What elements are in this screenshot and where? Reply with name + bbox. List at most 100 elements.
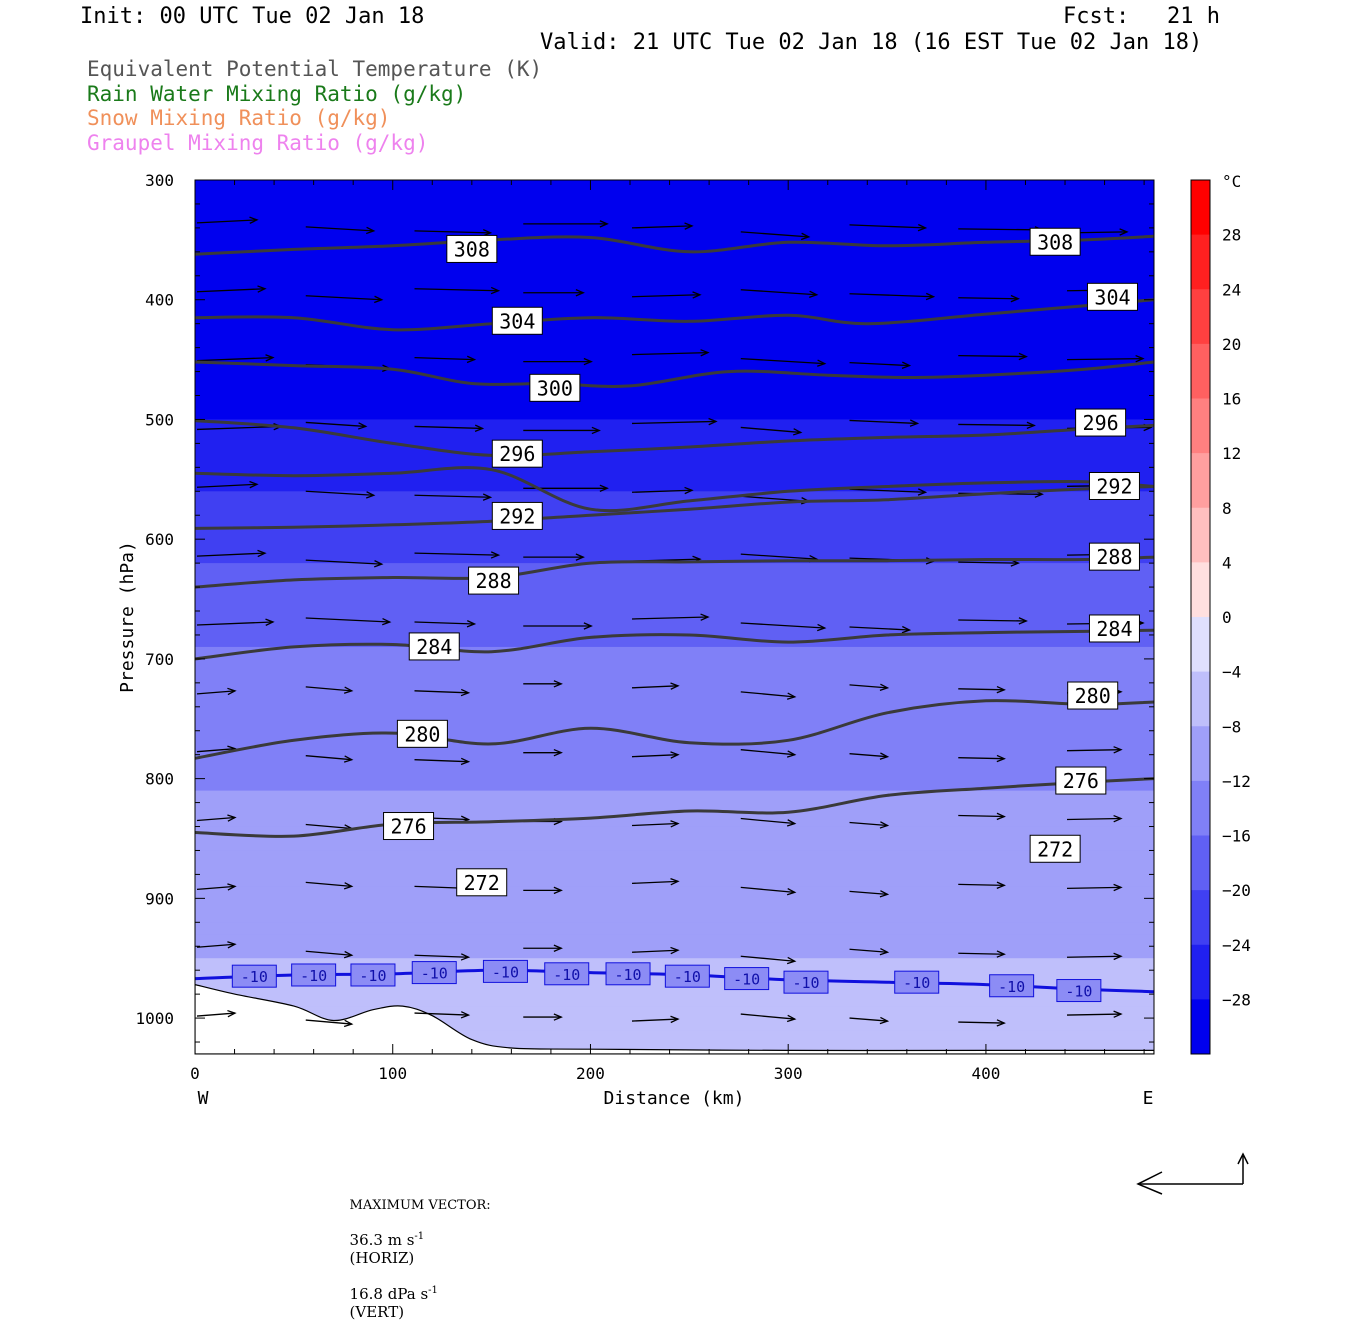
wind-vector-110 xyxy=(414,1012,469,1016)
wind-vector-6 xyxy=(849,224,926,229)
wind-vector-head-94 xyxy=(670,877,680,886)
colorbar-label--8: −8 xyxy=(1222,717,1241,736)
wind-vector-head-10 xyxy=(374,295,384,304)
temp-label-box-6 xyxy=(605,962,651,986)
temperature-fill-band-3 xyxy=(195,215,1154,229)
temp-label-5: -10 xyxy=(553,966,580,984)
colorbar-segment-10 xyxy=(1191,726,1210,782)
theta-e-label-box-292-1 xyxy=(1088,471,1140,500)
wind-vector-head-39 xyxy=(599,484,609,493)
wind-vector-head-33 xyxy=(909,419,920,427)
temperature-fill-band-41 xyxy=(195,670,1154,684)
temperature-fill-band-29 xyxy=(195,527,1154,540)
y-tick-label-400: 400 xyxy=(145,291,174,310)
temp-label-box-2 xyxy=(350,963,396,987)
wind-vector-89 xyxy=(1067,817,1122,821)
max-vector-label: MAXIMUM VECTOR: xyxy=(349,1198,491,1213)
temp-label-4: -10 xyxy=(492,963,519,981)
wind-vector-64 xyxy=(305,686,352,692)
temperature-fill-band-56 xyxy=(195,850,1154,864)
wind-vector-head-56 xyxy=(466,620,477,628)
temperature-fill-band-6 xyxy=(195,251,1154,265)
wind-vector-head-13 xyxy=(692,291,702,299)
wind-vector-head-42 xyxy=(917,488,928,496)
wind-vector-46 xyxy=(305,559,382,565)
theta-e-label-276-1: 276 xyxy=(1063,769,1099,793)
wind-vector-13 xyxy=(631,294,701,298)
colorbar-segment-15 xyxy=(1191,999,1210,1055)
wind-vector-10 xyxy=(305,295,382,301)
wind-vector-head-34 xyxy=(1026,421,1036,430)
theta-e-label-box-288-0 xyxy=(468,566,520,595)
wind-vector-head-37 xyxy=(365,491,376,499)
wind-vector-112 xyxy=(631,1018,679,1022)
field-label-rain: Rain Water Mixing Ratio (g/kg) xyxy=(87,82,467,106)
wind-vector-head-55 xyxy=(382,617,392,626)
theta-e-label-box-304-0 xyxy=(491,306,543,335)
wind-vector-0 xyxy=(196,219,258,224)
wind-vector-head-108 xyxy=(227,1009,237,1018)
wind-vector-head-99 xyxy=(227,941,237,949)
theta-e-label-308-1: 308 xyxy=(1037,230,1073,254)
theta-e-label-box-276-1 xyxy=(1055,766,1107,795)
wind-vector-116 xyxy=(1067,1013,1122,1016)
wind-vector-58 xyxy=(631,616,709,620)
wind-vector-head-112 xyxy=(670,1015,680,1024)
temperature-fill-band-17 xyxy=(195,383,1154,397)
wind-vector-head-102 xyxy=(553,944,563,952)
temperature-fill-band-10 xyxy=(195,299,1154,313)
wind-vector-head-65 xyxy=(460,688,471,697)
wind-vector-22 xyxy=(631,351,709,356)
temp-label-box-4 xyxy=(482,959,528,983)
temp-label-box-9 xyxy=(783,970,829,994)
wind-vector-head-54 xyxy=(265,618,275,626)
colorbar-segment-11 xyxy=(1191,780,1210,836)
wind-vector-42 xyxy=(849,488,926,493)
temperature-fill-band-32 xyxy=(195,563,1154,576)
wind-vector-87 xyxy=(849,821,888,827)
temperature-fill-band-55 xyxy=(195,838,1154,852)
temp-label-10: -10 xyxy=(903,974,930,992)
wind-vector-head-2 xyxy=(482,228,493,237)
theta-e-label-288-1: 288 xyxy=(1096,545,1132,569)
temperature-fill-band-45 xyxy=(195,718,1154,732)
temperature-fill-band-13 xyxy=(195,335,1154,349)
wind-vector-63 xyxy=(196,690,236,695)
temp-label-0: -10 xyxy=(241,968,268,986)
colorbar-segment-9 xyxy=(1191,671,1210,727)
wind-vector-head-38 xyxy=(482,493,493,501)
colorbar-unit: °C xyxy=(1222,172,1241,191)
wind-vector-head-101 xyxy=(460,953,471,961)
temp-label-box-1 xyxy=(291,963,337,987)
vert-max-exponent: -1 xyxy=(428,1285,438,1296)
horiz-max-unit: (HORIZ) xyxy=(349,1249,415,1267)
x-axis-east-label: E xyxy=(1143,1088,1154,1109)
temperature-fill-band-68 xyxy=(195,994,1154,1007)
wind-vector-head-46 xyxy=(374,560,384,568)
wind-vector-head-75 xyxy=(553,748,563,757)
wind-vector-73 xyxy=(305,755,352,761)
wind-vector-29 xyxy=(414,425,483,430)
temperature-fill-band-52 xyxy=(195,802,1154,816)
wind-vector-76 xyxy=(631,754,679,758)
y-tick-label-1000: 1000 xyxy=(135,1009,174,1028)
temperature-fill-band-18 xyxy=(195,395,1154,409)
theta-e-label-box-308-1 xyxy=(1029,227,1081,256)
wind-vector-head-93 xyxy=(553,886,563,895)
temp-label-box-12 xyxy=(1056,979,1102,1003)
theta-e-label-284-0: 284 xyxy=(416,635,452,659)
temp-label-box-5 xyxy=(544,962,590,986)
wind-vector-2 xyxy=(414,230,491,234)
theta-e-label-box-284-0 xyxy=(408,632,460,661)
wind-vector-head-115 xyxy=(996,1019,1006,1027)
x-tick-label-300: 300 xyxy=(774,1064,803,1083)
theta-e-label-box-280-0 xyxy=(396,719,448,748)
wind-vector-65 xyxy=(414,690,469,694)
wind-vector-head-4 xyxy=(684,222,694,230)
temperature-fill-band-49 xyxy=(195,766,1154,780)
wind-vector-head-96 xyxy=(879,890,890,898)
colorbar-segment-1 xyxy=(1191,234,1210,290)
temperature-fill-band-37 xyxy=(195,622,1154,636)
wind-vector-head-22 xyxy=(700,349,710,357)
field-label-snow: Snow Mixing Ratio (g/kg) xyxy=(87,106,391,130)
